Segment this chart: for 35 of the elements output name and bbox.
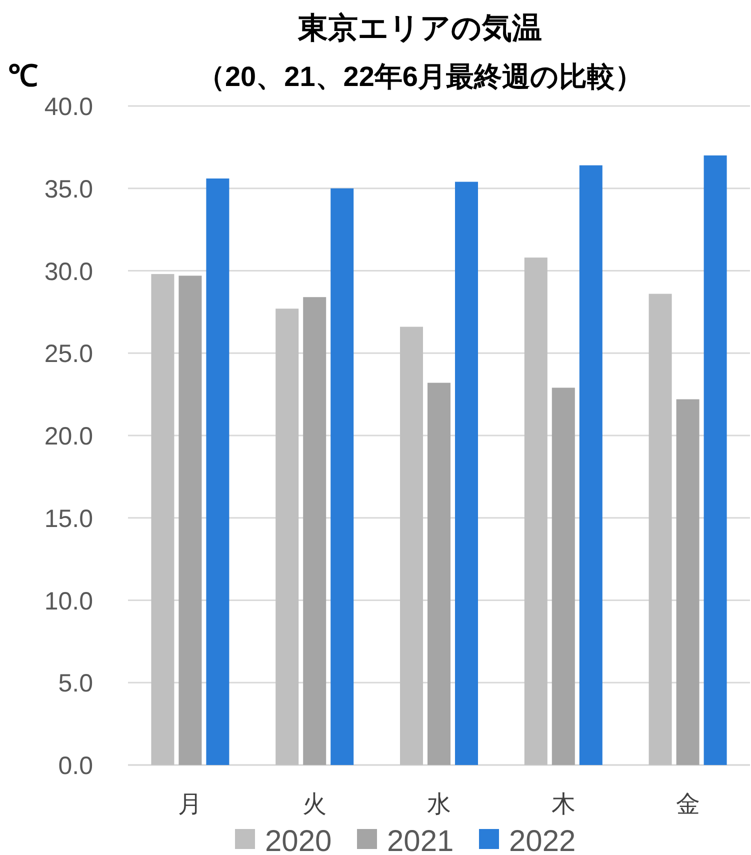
bar <box>206 178 230 765</box>
y-tick-label: 15.0 <box>44 504 93 533</box>
chart-title: 東京エリアの気温 <box>297 11 542 45</box>
legend-label: 2020 <box>265 825 332 855</box>
y-axis-title: ℃ <box>8 60 38 93</box>
bar <box>303 297 326 765</box>
x-tick-label: 金 <box>676 791 700 818</box>
y-tick-label: 10.0 <box>44 587 93 616</box>
y-tick-label: 40.0 <box>44 93 93 121</box>
y-tick-label: 35.0 <box>44 175 93 204</box>
bar <box>428 382 450 765</box>
bar <box>579 165 602 765</box>
bar <box>400 326 423 765</box>
bar <box>524 258 548 765</box>
bar <box>704 155 727 765</box>
x-tick-label: 木 <box>551 791 576 818</box>
chart-subtitle: （20、21、22年6月最終週の比較） <box>196 61 644 92</box>
bar <box>455 182 478 765</box>
y-tick-label: 30.0 <box>44 258 93 286</box>
y-tick-label: 0.0 <box>58 752 93 780</box>
x-tick-label: 月 <box>178 791 202 818</box>
x-tick-label: 火 <box>302 791 327 818</box>
bar <box>276 308 299 765</box>
y-tick-label: 25.0 <box>44 340 93 368</box>
bar <box>648 294 672 765</box>
legend-label: 2021 <box>387 825 454 855</box>
legend-label: 2022 <box>509 825 576 855</box>
y-tick-label: 5.0 <box>58 670 93 698</box>
bar <box>552 388 575 765</box>
bar <box>330 188 354 765</box>
bar <box>151 274 174 765</box>
x-tick-label: 水 <box>427 791 451 818</box>
y-tick-label: 20.0 <box>44 422 93 450</box>
bar <box>676 399 700 765</box>
bar <box>178 276 202 765</box>
